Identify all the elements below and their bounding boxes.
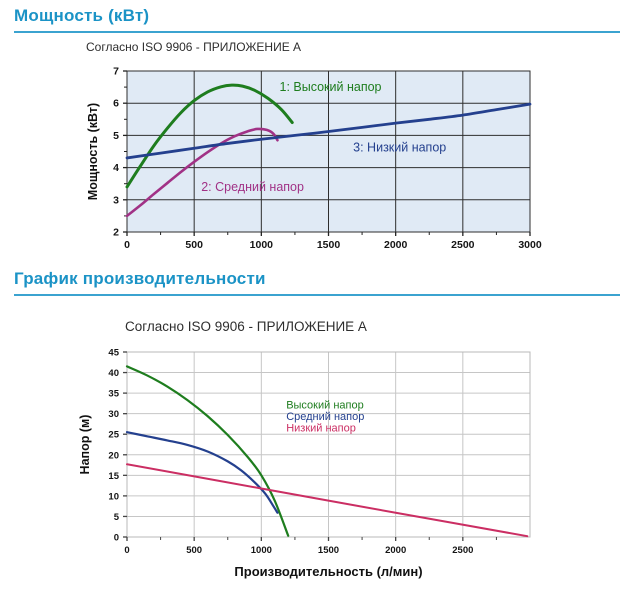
svg-text:3: Низкий напор: 3: Низкий напор (353, 141, 446, 155)
svg-text:6: 6 (113, 98, 119, 110)
svg-text:1000: 1000 (251, 545, 272, 556)
svg-text:4: 4 (113, 162, 119, 174)
section-heading-performance: График производительности (14, 269, 266, 288)
svg-text:500: 500 (186, 545, 202, 556)
svg-text:2500: 2500 (451, 239, 475, 251)
svg-text:0: 0 (124, 239, 130, 251)
svg-text:5: 5 (114, 512, 120, 523)
svg-text:30: 30 (108, 409, 119, 420)
svg-text:Средний напор: Средний напор (286, 411, 364, 423)
svg-text:2: 2 (113, 227, 119, 239)
performance-chart-subtitle: Согласно ISO 9906 - ПРИЛОЖЕНИЕ А (125, 319, 367, 334)
svg-text:1: Высокий напор: 1: Высокий напор (280, 80, 382, 94)
svg-text:15: 15 (108, 471, 119, 482)
svg-text:2000: 2000 (384, 239, 408, 251)
svg-text:500: 500 (185, 239, 203, 251)
svg-text:Напор (м): Напор (м) (78, 415, 92, 475)
svg-text:45: 45 (108, 348, 119, 359)
heading-rule-power (14, 31, 620, 33)
svg-text:2: Средний напор: 2: Средний напор (201, 180, 304, 194)
svg-text:0: 0 (124, 545, 129, 556)
section-heading-power: Мощность (кВт) (14, 6, 150, 25)
heading-rule-performance (14, 294, 620, 296)
svg-text:1500: 1500 (318, 545, 339, 556)
svg-text:10: 10 (108, 491, 119, 502)
svg-text:Высокий напор: Высокий напор (286, 400, 364, 412)
svg-text:20: 20 (108, 450, 119, 461)
svg-text:Низкий напор: Низкий напор (286, 423, 356, 435)
svg-text:3000: 3000 (518, 239, 542, 251)
svg-text:1500: 1500 (317, 239, 341, 251)
power-chart-subtitle: Согласно ISO 9906 - ПРИЛОЖЕНИЕ А (86, 40, 302, 54)
svg-text:0: 0 (114, 533, 119, 544)
svg-text:2000: 2000 (385, 545, 406, 556)
svg-text:7: 7 (113, 66, 119, 78)
svg-text:40: 40 (108, 368, 119, 379)
svg-text:1000: 1000 (250, 239, 274, 251)
svg-text:35: 35 (108, 389, 119, 400)
svg-text:2500: 2500 (452, 545, 473, 556)
svg-text:Мощность (кВт): Мощность (кВт) (86, 103, 100, 200)
svg-text:3: 3 (113, 194, 119, 206)
svg-text:25: 25 (108, 430, 119, 441)
svg-text:Производительность (л/мин): Производительность (л/мин) (234, 564, 422, 579)
svg-text:5: 5 (113, 130, 119, 142)
